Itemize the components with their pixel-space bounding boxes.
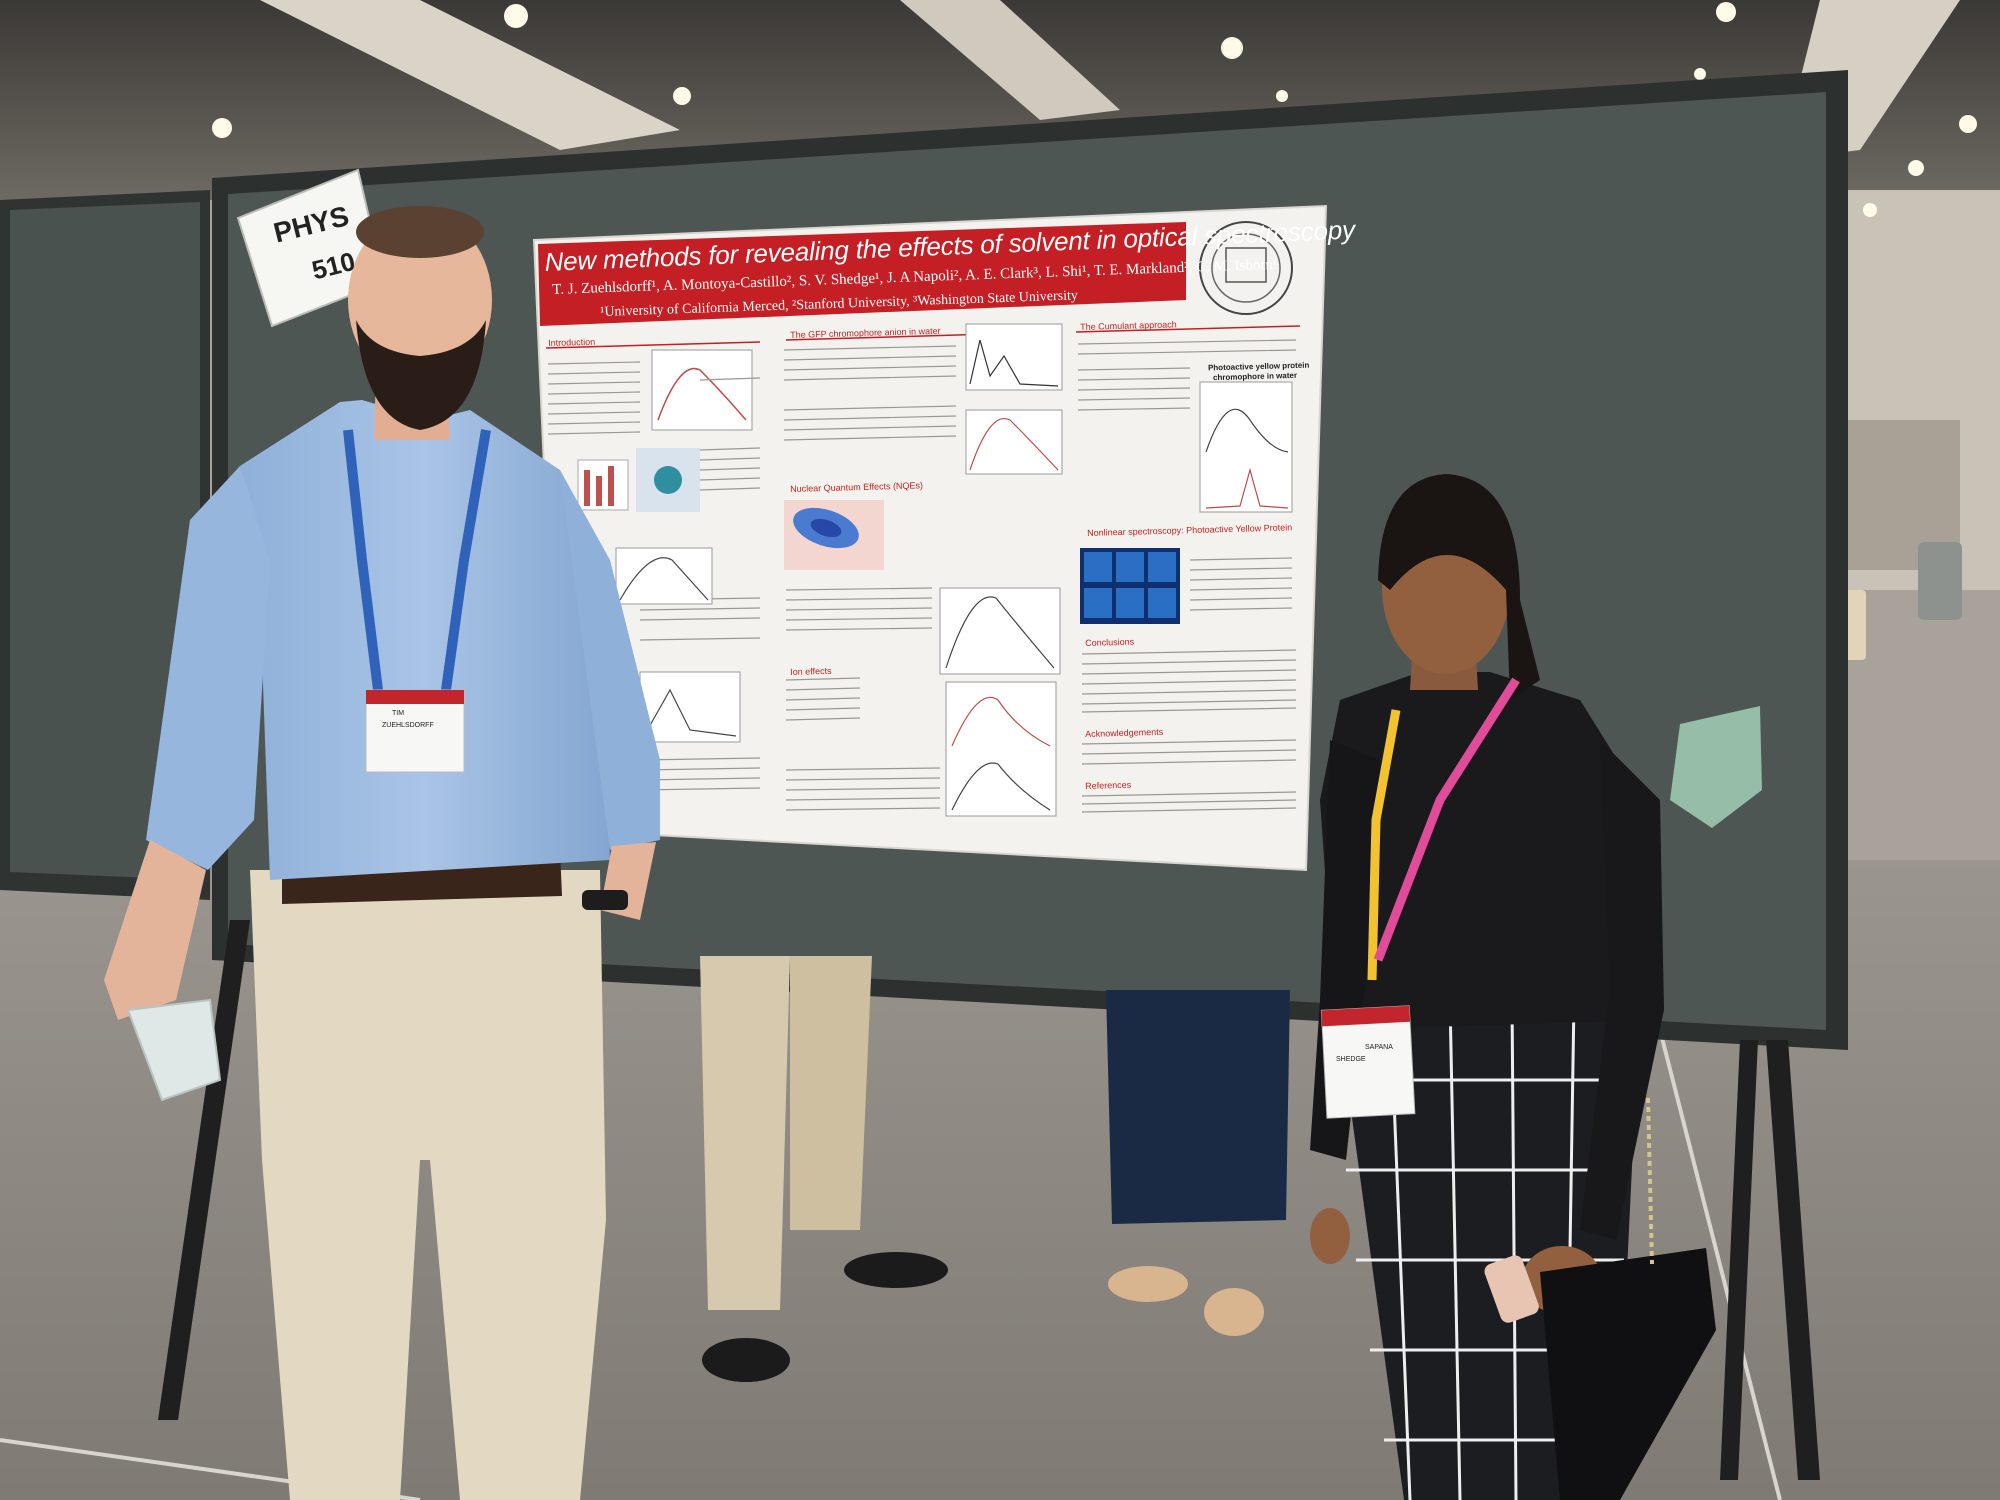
ceiling-light [1959,115,1977,133]
ceiling-light [504,4,528,28]
hair [356,206,484,258]
handbag-chain [1646,1097,1654,1265]
section-ion-effects: Ion effects [790,665,832,677]
ceiling-light [1908,160,1924,176]
shirt-sleeve [146,466,270,870]
research-poster [532,204,1328,872]
trousers [250,870,606,1500]
left-poster-board [0,190,210,900]
hair [1378,474,1540,700]
plastic-cup [126,998,222,1102]
sandal [1108,1266,1188,1302]
section-conclusions: Conclusions [1085,636,1135,648]
ceiling-light [1863,203,1877,217]
figure-ion-spectrum [945,681,1057,817]
easel-leg [1720,1040,1758,1480]
figure-nqe-spectrum [939,587,1061,675]
plastic-bag [1670,706,1762,828]
sandal [1204,1288,1264,1336]
figure-spectrum [651,349,753,431]
easel-leg [1766,1040,1820,1480]
figure-ftfc [615,547,713,605]
figure-spectrum [965,323,1063,391]
badge-surname-left: ZUEHLSDORFF [382,722,434,729]
man-presenter [104,206,660,1500]
person-behind-poster [700,956,948,1382]
person-behind-poster-2 [1106,990,1290,1336]
ceiling-beam [900,0,1120,120]
ceiling-light [673,87,691,105]
figure-spectrum [965,409,1063,475]
university-seal [1199,221,1293,315]
badge-surname-right: SHEDGE [1336,1056,1366,1063]
shirt [240,400,610,880]
lanyard [1373,677,1520,962]
ceiling-light [1716,2,1736,22]
shoe [844,1252,948,1288]
ceiling-light [1221,37,1243,59]
ceiling-light [1276,90,1288,102]
hand [1310,1208,1350,1264]
figure-pyp-spectrum [1199,381,1293,513]
easel-leg [158,920,250,1420]
figure-eztfc [639,671,741,743]
head [348,212,492,388]
floor-line [1658,1029,1782,1500]
badge-name-left: TIM [392,710,405,717]
badge-name-right: SAPANA [1365,1044,1393,1051]
section-rule [1075,325,1301,333]
lanyard [1367,709,1401,981]
shoe [702,1338,790,1382]
handbag [1540,1248,1716,1500]
ceiling-light [212,118,232,138]
right-arm [1580,740,1664,1240]
lanyard [343,429,383,691]
lanyard [441,429,491,691]
sign-line-1: PHYS [270,200,352,249]
section-rule [545,341,761,349]
phone [1484,1255,1539,1323]
wristwatch [582,890,628,910]
woman-presenter [1310,474,1762,1500]
section-introduction: Introduction [548,336,596,348]
poster-title-banner [538,222,1186,326]
black-top [1320,672,1650,1030]
trash-bin [1918,542,1962,620]
shirt-sleeve [560,470,660,850]
section-references: References [1085,779,1132,791]
forearm [104,840,206,1020]
ceiling-beam [260,0,680,150]
ceiling-light [1694,68,1706,80]
poster-body-text [547,339,1297,813]
beard [356,320,486,430]
sign-line-2: 510 [308,245,359,286]
